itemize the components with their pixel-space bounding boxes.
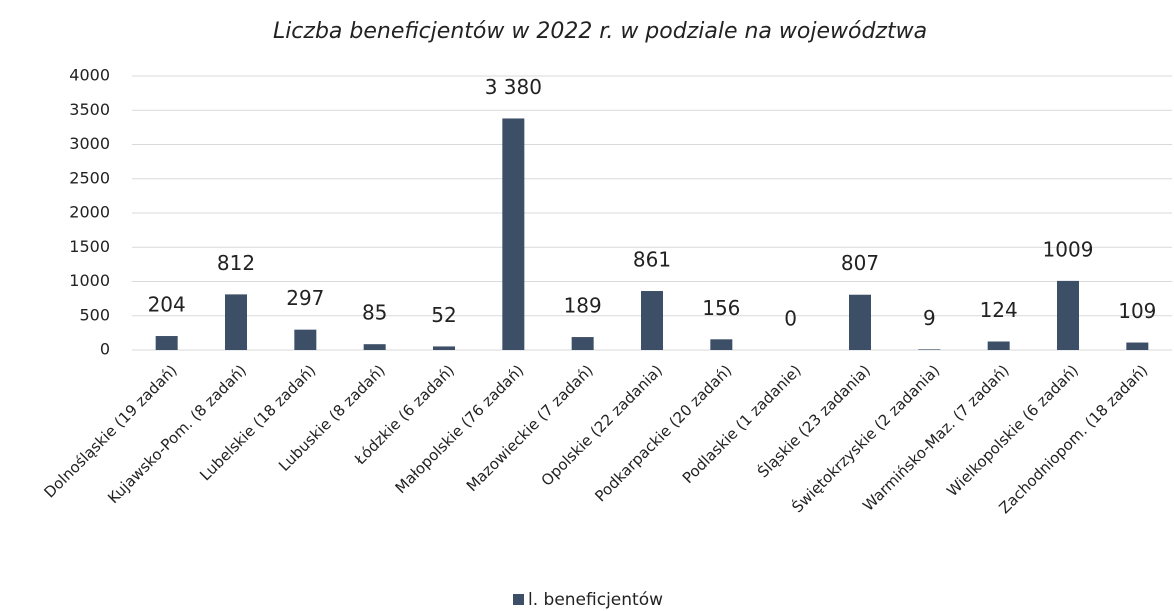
- bar: [225, 294, 247, 350]
- data-label: 297: [286, 286, 324, 310]
- y-tick-label: 1000: [69, 271, 110, 290]
- data-label: 861: [633, 248, 671, 272]
- data-label: 204: [148, 293, 186, 317]
- x-tick-label: Wielkopolskie (6 zadań): [943, 361, 1082, 500]
- y-tick-label: 500: [79, 305, 110, 324]
- y-tick-label: 4000: [69, 66, 110, 85]
- data-label: 9: [923, 306, 936, 330]
- bar: [641, 291, 663, 350]
- legend-swatch: [513, 594, 524, 605]
- y-tick-label: 1500: [69, 237, 110, 256]
- data-label: 3 380: [485, 75, 542, 99]
- bar: [987, 341, 1010, 350]
- x-tick-label: Mazowieckie (7 zadań): [463, 361, 597, 495]
- x-tick-label: Opolskie (22 zadania): [538, 361, 666, 489]
- bar: [433, 346, 455, 350]
- data-label: 807: [841, 251, 879, 275]
- y-tick-label: 3000: [69, 134, 110, 153]
- bar: [849, 294, 871, 350]
- x-tick-label: Zachodniopom. (18 zadań): [995, 361, 1151, 517]
- y-tick-label: 2000: [69, 203, 110, 222]
- x-tick-label: Dolnośląskie (19 zadań): [40, 361, 180, 501]
- data-label: 189: [564, 294, 602, 318]
- data-label: 109: [1118, 299, 1156, 323]
- bar: [363, 344, 386, 350]
- y-tick-label: 2500: [69, 168, 110, 187]
- bar: [502, 118, 525, 350]
- data-label: 85: [362, 301, 387, 325]
- x-tick-label: Podlaskie (1 zadanie): [679, 361, 805, 487]
- x-tick-label: Małopolskie (76 zadań): [392, 361, 528, 497]
- bar: [571, 337, 594, 350]
- bar: [1126, 342, 1149, 350]
- data-label: 52: [431, 303, 456, 327]
- data-label: 812: [217, 251, 255, 275]
- y-tick-label: 3500: [69, 100, 110, 119]
- x-tick-label: Podkarpackie (20 zadań): [591, 361, 735, 505]
- bar: [710, 339, 733, 350]
- bar: [294, 329, 317, 350]
- y-tick-label: 0: [100, 340, 110, 359]
- x-tick-label: Lubelskie (18 zadań): [196, 361, 319, 484]
- data-label: 0: [784, 307, 797, 331]
- bar: [918, 349, 941, 350]
- bar: [1057, 280, 1079, 350]
- x-tick-label: Kujawsko-Pom. (8 zadań): [104, 361, 250, 507]
- bar: [155, 336, 178, 350]
- x-tick-label: Świętokrzyskie (2 zadania): [788, 361, 944, 517]
- x-tick-label: Śląskie (23 zadania): [753, 361, 874, 482]
- x-tick-label: Warmińsko-Maz. (7 zadań): [859, 361, 1012, 514]
- chart-title: Liczba beneficjentów w 2022 r. w podzial…: [273, 19, 927, 44]
- data-label: 1009: [1043, 237, 1094, 261]
- data-label: 124: [980, 298, 1018, 322]
- legend-label: l. beneficjentów: [528, 590, 663, 610]
- data-label: 156: [702, 296, 740, 320]
